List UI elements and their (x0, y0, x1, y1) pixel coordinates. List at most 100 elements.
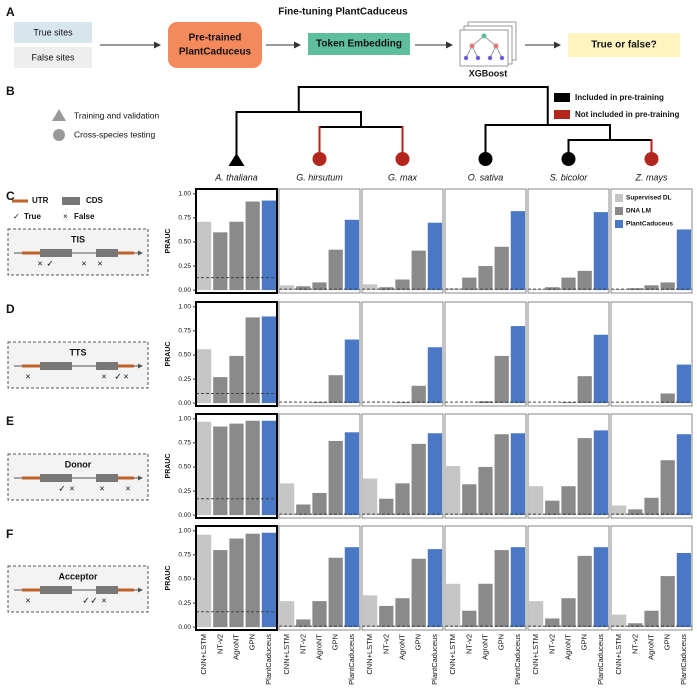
x-tick-label: GPN (663, 634, 672, 650)
bar (312, 492, 327, 516)
tip-circle (478, 152, 493, 166)
x-tick-label: PlantCaduceus (264, 634, 273, 685)
bar (379, 287, 394, 291)
legend-label: Included in pre-training (575, 93, 664, 102)
bar (577, 555, 592, 628)
tip-circle (395, 152, 410, 166)
panel-frame (195, 301, 278, 407)
bar (344, 432, 360, 516)
panel-frame (278, 188, 361, 294)
bar (362, 595, 378, 628)
check-icon: ✓ (46, 258, 54, 268)
bar (279, 601, 295, 628)
y-tick-label: 1.00 (178, 416, 191, 423)
bar (561, 598, 576, 628)
bar (510, 211, 526, 291)
y-tick-label: 0.00 (178, 512, 191, 519)
gene-legend-label: False (74, 212, 95, 221)
bar (395, 279, 410, 291)
panel-label: A (6, 5, 15, 19)
x-tick-label: PlantCaduceus (679, 634, 688, 685)
utr (118, 588, 134, 592)
x-tick-label: NT-v2 (381, 634, 390, 654)
bar (196, 221, 212, 291)
bar (494, 550, 509, 628)
bar (427, 433, 443, 516)
x-tick-label: NT-v2 (298, 634, 307, 654)
bar (312, 601, 327, 628)
x-tick-label: GPN (580, 634, 589, 650)
output-label: True or false? (591, 40, 657, 51)
panel-frame (195, 413, 278, 519)
bar (411, 443, 426, 516)
y-tick-label: 0.75 (178, 552, 191, 559)
species-label: S. bicolor (550, 172, 589, 182)
false-sites-box (14, 47, 92, 68)
bar (676, 229, 692, 291)
y-tick-label: 0.00 (178, 400, 191, 407)
bar (644, 497, 659, 516)
gene-legend-label: True (24, 212, 41, 221)
cds (96, 362, 118, 370)
bar (593, 547, 609, 628)
tip-circle (644, 152, 659, 166)
cds (40, 249, 72, 257)
x-tick-label: CNN+LSTM (282, 634, 291, 675)
panel-frame (610, 301, 693, 407)
cross-icon: × (97, 258, 102, 268)
xgboost-icon (459, 21, 517, 67)
cross-icon: × (25, 371, 30, 381)
bar (593, 212, 609, 291)
input-label: False sites (31, 52, 75, 62)
bar (478, 583, 493, 628)
bar (279, 483, 295, 516)
panel-frame (361, 188, 444, 294)
triangle-icon (52, 109, 66, 121)
bar (628, 509, 643, 516)
utr (118, 251, 134, 255)
bar (296, 619, 311, 628)
model-label: PlantCaduceus (179, 47, 252, 58)
bar (261, 316, 277, 404)
bar (510, 326, 526, 404)
bar (245, 317, 260, 404)
species-label: Z. mays (634, 172, 668, 182)
x-tick-label: AgroNT (231, 634, 240, 660)
panel-label: B (6, 84, 15, 98)
bar (628, 288, 643, 291)
bar (379, 605, 394, 628)
bar (545, 618, 560, 628)
legend-swatch (554, 110, 570, 119)
species-label: O. sativa (468, 172, 504, 182)
bar (261, 420, 277, 516)
panel-frame (444, 188, 527, 294)
x-tick-label: AgroNT (397, 634, 406, 660)
bar (462, 277, 477, 291)
panel-frame (195, 188, 278, 294)
cross-icon: × (69, 483, 74, 493)
tip-triangle (228, 153, 245, 166)
panel-frame (610, 188, 693, 294)
panel-frame (527, 525, 610, 631)
y-tick-label: 0.50 (178, 464, 191, 471)
circle-icon (53, 129, 65, 141)
panel-frame (361, 301, 444, 407)
x-tick-label: NT-v2 (215, 634, 224, 654)
y-tick-label: 0.00 (178, 624, 191, 631)
bar (676, 552, 692, 628)
bar (561, 486, 576, 516)
bar (462, 610, 477, 628)
bar (462, 484, 477, 516)
y-tick-label: 0.50 (178, 239, 191, 246)
panel-frame (527, 188, 610, 294)
x-tick-label: AgroNT (646, 634, 655, 660)
panel-frame (195, 525, 278, 631)
bar (611, 505, 627, 516)
species-label: G. hirsutum (296, 172, 343, 182)
species-label: A. thaliana (214, 172, 258, 182)
bar (229, 423, 244, 516)
gene-legend-label: UTR (32, 196, 49, 205)
task-label: Acceptor (58, 571, 98, 581)
panel-frame (444, 301, 527, 407)
cross-icon: × (123, 371, 128, 381)
